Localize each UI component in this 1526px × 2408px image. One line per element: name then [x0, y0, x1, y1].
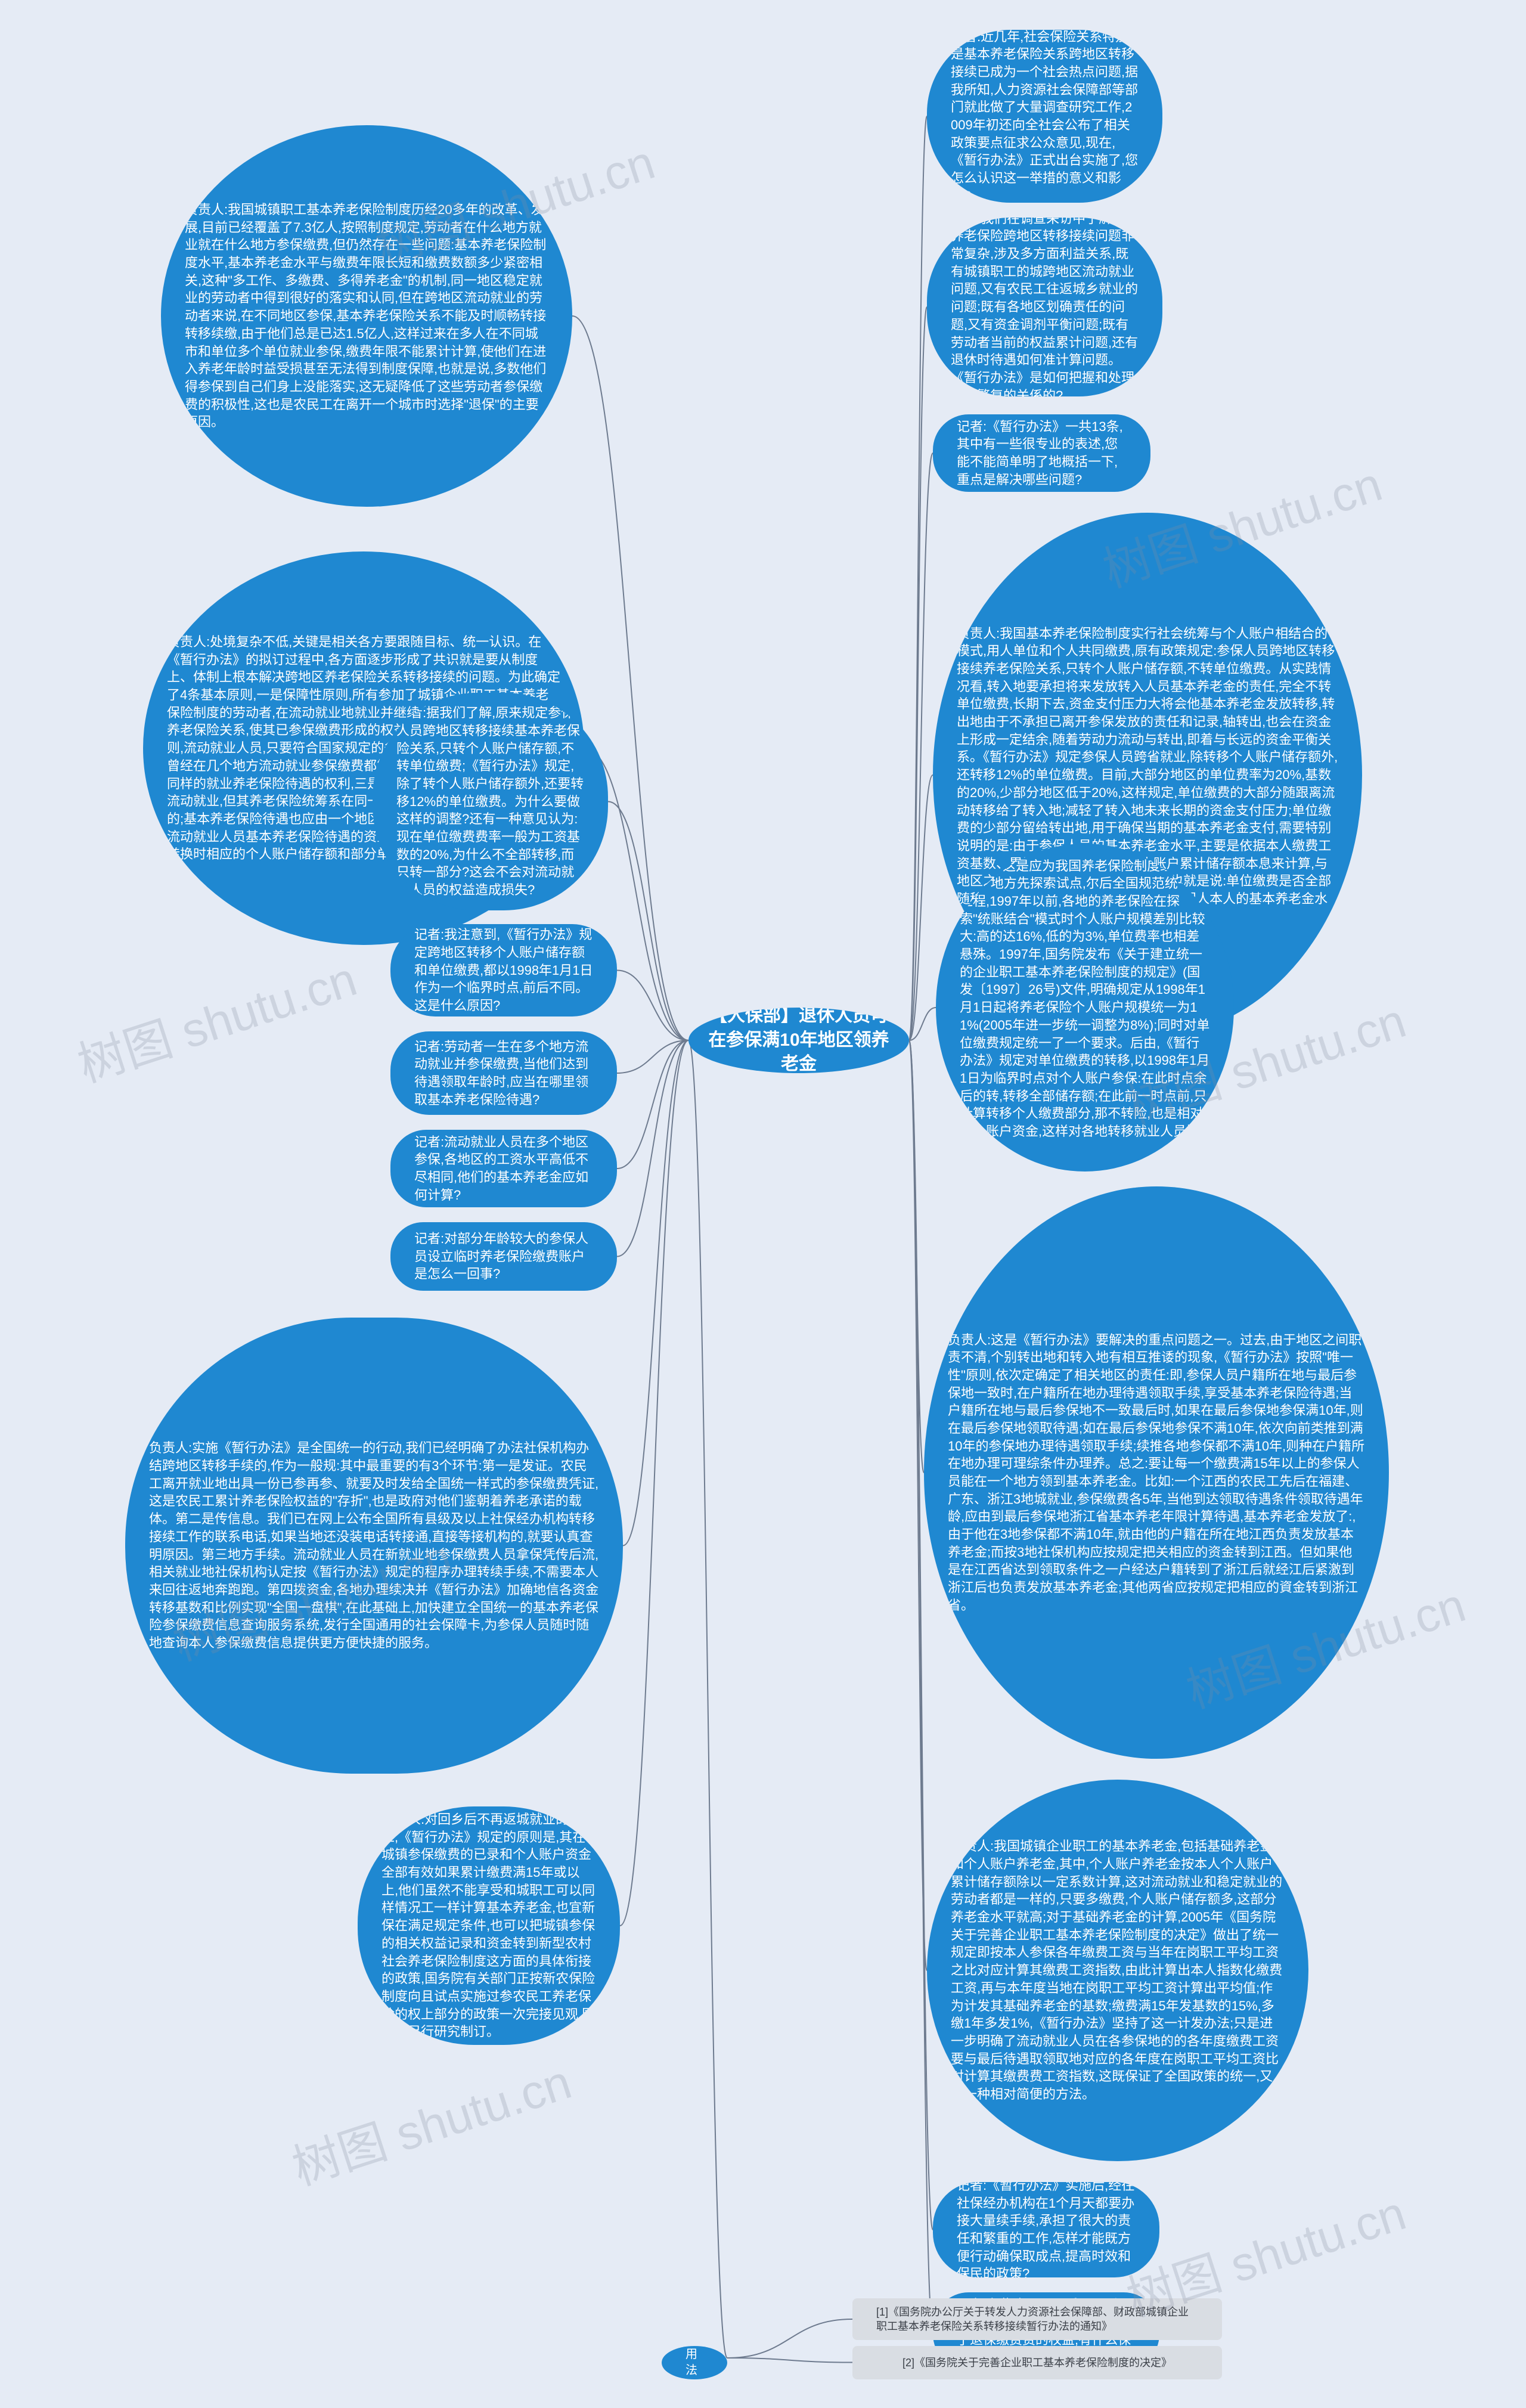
node-R3: 记者:《暂行办法》一共13条,其中有一些很专业的表述,您能不能简单明了地概括一下…	[933, 414, 1150, 492]
edge	[623, 1040, 688, 1546]
edge	[727, 2319, 852, 2358]
node-L3: 记者:据我们了解,原来规定参保人员跨地区转移接续基本养老保险关系,只转个人账户储…	[373, 693, 608, 910]
node-R2: 记者:我们在调查采访中了解到,养老保险跨地区转移接续问题非常复杂,涉及多方面利益…	[927, 218, 1162, 396]
edge	[909, 775, 933, 1040]
node-L9: 负责人:对回乡后不再返城就业的农民工,《暂行办法》规定的原则是,其在城镇参保缴费…	[358, 1806, 620, 2045]
edge	[909, 1008, 936, 1040]
center-node: 【人保部】退休人员可在参保满10年地区领养老金	[688, 1008, 909, 1073]
edge	[617, 1040, 688, 1073]
edge	[909, 1040, 933, 2230]
edge	[909, 1040, 927, 1970]
edge	[909, 307, 927, 1040]
node-R5: 负责人:这是应为我国养老保险制度经历了一个"地方先探索试点,尔后全国规范统一"的…	[936, 844, 1234, 1172]
node-REF1: [1]《国务院办公厅关于转发人力资源社会保障部、财政部城镇企业职工基本养老保险关…	[852, 2298, 1222, 2340]
edge	[909, 1040, 924, 1473]
edge	[617, 1040, 688, 1169]
node-R7: 负责人:我国城镇企业职工的基本养老金,包括基础养老金和个人账户养老金,其中,个人…	[927, 1780, 1308, 2161]
node-L5: 记者:劳动者一生在多个地方流动就业并参保缴费,当他们达到待遇领取年龄时,应当在哪…	[390, 1031, 617, 1115]
node-R8: 记者:《暂行办法》实施后,经往社保经办机构在1个月天都要办接大量续手续,承担了很…	[933, 2182, 1159, 2277]
node-REF2: [2]《国务院关于完善企业职工基本养老保险制度的决定》	[852, 2346, 1222, 2379]
edge	[909, 116, 927, 1040]
edge	[727, 2358, 852, 2363]
edge	[617, 1040, 688, 1257]
node-L8: 负责人:实施《暂行办法》是全国统一的行动,我们已经明确了办法社保机构办结跨地区转…	[125, 1318, 623, 1774]
edge	[909, 453, 933, 1040]
node-L1: 负责人:我国城镇职工基本养老保险制度历经20多年的改革、发展,目前已经覆盖了7.…	[161, 125, 572, 507]
edge	[608, 802, 688, 1041]
node-REF_LABEL: 引用法条	[662, 2346, 727, 2379]
watermark: 树图 shutu.cn	[283, 2044, 579, 2199]
mindmap-canvas: 【人保部】退休人员可在参保满10年地区领养老金 负责人:我国城镇职工基本养老保险制…	[0, 0, 1526, 2408]
edge	[909, 1040, 933, 2331]
node-L7: 记者:对部分年龄较大的参保人员设立临时养老保险缴费账户是怎么一回事?	[390, 1222, 617, 1291]
edge	[617, 971, 688, 1041]
edge	[688, 1040, 727, 2358]
node-R1: 记者:近几年,社会保险关系特别是基本养老保险关系跨地区转移接续已成为一个社会热点…	[927, 30, 1162, 203]
watermark: 树图 shutu.cn	[68, 941, 364, 1096]
node-L4: 记者:我注意到,《暂行办法》规定跨地区转移个人账户储存额和单位缴费,都以1998…	[390, 924, 617, 1016]
node-R6: 负责人:这是《暂行办法》要解决的重点问题之一。过去,由于地区之间职责不清,个别转…	[924, 1186, 1389, 1759]
node-L6: 记者:流动就业人员在多个地区参保,各地区的工资水平高低不尽相同,他们的基本养老金…	[390, 1130, 617, 1207]
edge	[620, 1040, 688, 1926]
